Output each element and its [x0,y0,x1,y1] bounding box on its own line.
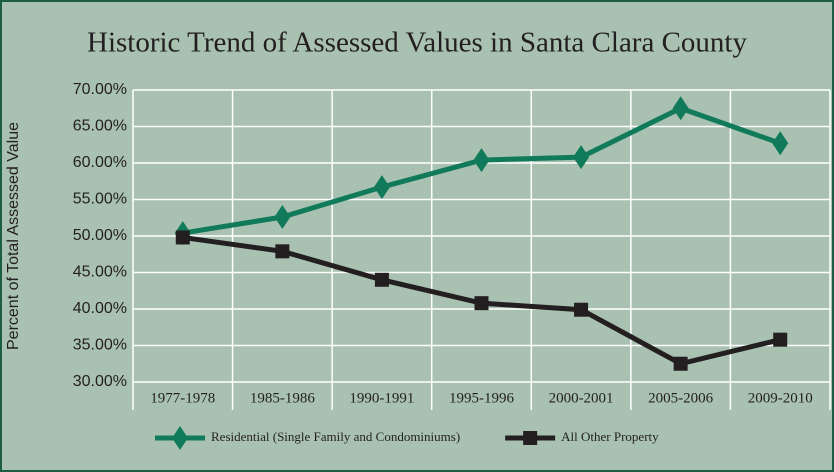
y-tick-label: 60.00% [73,154,127,171]
x-tick-label: 2005-2006 [648,390,713,406]
data-point [175,230,190,245]
data-point [473,148,490,173]
y-tick-label: 30.00% [73,373,127,390]
y-tick-label: 55.00% [73,191,127,208]
y-tick-label: 50.00% [73,227,127,244]
legend-label: Residential (Single Family and Condomini… [211,429,460,444]
data-point [474,296,489,311]
data-point [673,356,688,371]
data-point [672,96,689,121]
legend-label: All Other Property [561,429,659,444]
x-tick-label: 2009-2010 [748,390,813,406]
y-axis-label: Percent of Total Assessed Value [5,122,22,350]
x-tick-label: 1990-1991 [349,390,414,406]
x-tick-label: 2000-2001 [549,390,614,406]
y-tick-label: 65.00% [73,118,127,135]
data-point [373,175,390,200]
chart-title: Historic Trend of Assessed Values in San… [87,27,747,59]
data-point [374,272,389,287]
legend-swatch-marker [523,431,538,445]
y-tick-label: 70.00% [73,81,127,98]
x-tick-label: 1995-1996 [449,390,514,406]
data-point [573,145,590,170]
y-tick-label: 35.00% [73,337,127,354]
x-tick-label: 1985-1986 [250,390,315,406]
x-tick-label: 1977-1978 [150,390,215,406]
data-point [772,131,789,156]
data-point [274,205,291,230]
y-tick-label: 40.00% [73,300,127,317]
data-point [574,302,589,317]
data-point [773,332,788,347]
data-point [275,244,290,259]
legend-swatch-marker [172,426,188,450]
y-tick-label: 45.00% [73,264,127,281]
